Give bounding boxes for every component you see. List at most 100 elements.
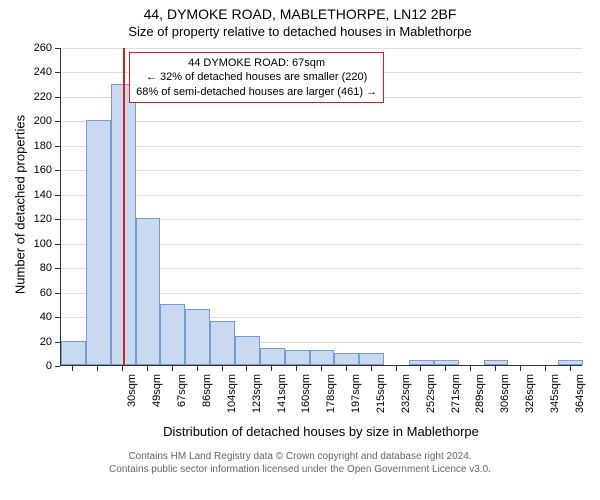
y-tick-mark bbox=[55, 268, 60, 269]
y-tick-label: 80 bbox=[0, 262, 52, 274]
x-tick-label: 215sqm bbox=[375, 374, 387, 434]
x-tick-label: 345sqm bbox=[549, 374, 561, 434]
x-tick-mark bbox=[545, 366, 546, 371]
histogram-bar bbox=[359, 353, 384, 365]
x-tick-mark bbox=[520, 366, 521, 371]
histogram-bar bbox=[409, 360, 434, 365]
y-tick-label: 60 bbox=[0, 287, 52, 299]
annotation-line: 44 DYMOKE ROAD: 67sqm bbox=[136, 56, 377, 70]
x-tick-mark bbox=[172, 366, 173, 371]
y-tick-mark bbox=[55, 342, 60, 343]
histogram-bar bbox=[210, 321, 235, 365]
annotation-box: 44 DYMOKE ROAD: 67sqm ← 32% of detached … bbox=[129, 52, 384, 103]
x-tick-label: 289sqm bbox=[474, 374, 486, 434]
y-tick-label: 0 bbox=[0, 360, 52, 372]
x-tick-mark bbox=[445, 366, 446, 371]
y-tick-mark bbox=[55, 121, 60, 122]
histogram-bar bbox=[434, 360, 459, 365]
annotation-line: ← 32% of detached houses are smaller (22… bbox=[136, 70, 377, 84]
x-tick-label: 104sqm bbox=[226, 374, 238, 434]
histogram-bar bbox=[61, 341, 86, 365]
annotation-line: 68% of semi-detached houses are larger (… bbox=[136, 85, 377, 99]
grid-line bbox=[61, 170, 582, 171]
x-tick-label: 364sqm bbox=[574, 374, 586, 434]
page-title: 44, DYMOKE ROAD, MABLETHORPE, LN12 2BF bbox=[0, 0, 600, 22]
y-tick-label: 180 bbox=[0, 140, 52, 152]
x-tick-mark bbox=[147, 366, 148, 371]
y-tick-mark bbox=[55, 219, 60, 220]
histogram-bar bbox=[484, 360, 509, 365]
x-tick-mark bbox=[222, 366, 223, 371]
y-tick-mark bbox=[55, 366, 60, 367]
y-tick-label: 200 bbox=[0, 115, 52, 127]
x-tick-mark bbox=[122, 366, 123, 371]
y-tick-mark bbox=[55, 48, 60, 49]
page-subtitle: Size of property relative to detached ho… bbox=[0, 22, 600, 43]
y-tick-label: 260 bbox=[0, 42, 52, 54]
footer-line: Contains HM Land Registry data © Crown c… bbox=[0, 450, 600, 463]
x-tick-mark bbox=[371, 366, 372, 371]
footer-attribution: Contains HM Land Registry data © Crown c… bbox=[0, 450, 600, 476]
histogram-bar bbox=[235, 336, 260, 365]
grid-line bbox=[61, 195, 582, 196]
x-tick-label: 160sqm bbox=[300, 374, 312, 434]
grid-line bbox=[61, 146, 582, 147]
marker-line bbox=[123, 48, 125, 365]
footer-line: Contains public sector information licen… bbox=[0, 463, 600, 476]
x-tick-mark bbox=[246, 366, 247, 371]
x-tick-label: 252sqm bbox=[425, 374, 437, 434]
y-tick-label: 100 bbox=[0, 238, 52, 250]
histogram-bar bbox=[86, 120, 111, 365]
y-tick-label: 40 bbox=[0, 311, 52, 323]
y-tick-mark bbox=[55, 146, 60, 147]
histogram-bar bbox=[310, 350, 335, 365]
x-tick-mark bbox=[470, 366, 471, 371]
y-tick-mark bbox=[55, 244, 60, 245]
x-tick-mark bbox=[346, 366, 347, 371]
x-tick-label: 178sqm bbox=[325, 374, 337, 434]
y-tick-mark bbox=[55, 97, 60, 98]
histogram-bar bbox=[334, 353, 359, 365]
histogram-plot: 44 DYMOKE ROAD: 67sqm ← 32% of detached … bbox=[60, 48, 582, 366]
x-tick-mark bbox=[271, 366, 272, 371]
grid-line bbox=[61, 121, 582, 122]
x-tick-label: 67sqm bbox=[176, 374, 188, 434]
x-tick-label: 232sqm bbox=[400, 374, 412, 434]
y-tick-mark bbox=[55, 317, 60, 318]
x-tick-mark bbox=[97, 366, 98, 371]
histogram-bar bbox=[558, 360, 583, 365]
x-tick-label: 86sqm bbox=[201, 374, 213, 434]
histogram-bar bbox=[136, 218, 161, 365]
y-tick-mark bbox=[55, 170, 60, 171]
x-tick-label: 271sqm bbox=[450, 374, 462, 434]
histogram-bar bbox=[260, 348, 285, 365]
x-tick-label: 141sqm bbox=[276, 374, 288, 434]
x-tick-mark bbox=[197, 366, 198, 371]
x-tick-mark bbox=[72, 366, 73, 371]
x-tick-mark bbox=[570, 366, 571, 371]
y-tick-label: 120 bbox=[0, 213, 52, 225]
x-tick-mark bbox=[420, 366, 421, 371]
y-tick-label: 240 bbox=[0, 66, 52, 78]
x-tick-label: 306sqm bbox=[499, 374, 511, 434]
x-tick-label: 326sqm bbox=[524, 374, 536, 434]
y-tick-mark bbox=[55, 72, 60, 73]
x-tick-label: 49sqm bbox=[151, 374, 163, 434]
x-tick-mark bbox=[396, 366, 397, 371]
y-tick-label: 140 bbox=[0, 189, 52, 201]
y-tick-label: 220 bbox=[0, 91, 52, 103]
x-tick-label: 30sqm bbox=[126, 374, 138, 434]
y-tick-mark bbox=[55, 293, 60, 294]
x-tick-mark bbox=[495, 366, 496, 371]
histogram-bar bbox=[285, 350, 310, 365]
y-axis-label: Number of detached properties bbox=[13, 105, 28, 305]
y-tick-mark bbox=[55, 195, 60, 196]
x-tick-mark bbox=[321, 366, 322, 371]
histogram-bar bbox=[160, 304, 185, 365]
x-tick-label: 123sqm bbox=[251, 374, 263, 434]
histogram-bar bbox=[185, 309, 210, 365]
y-tick-label: 20 bbox=[0, 336, 52, 348]
y-tick-label: 160 bbox=[0, 164, 52, 176]
x-tick-label: 197sqm bbox=[350, 374, 362, 434]
grid-line bbox=[61, 48, 582, 49]
